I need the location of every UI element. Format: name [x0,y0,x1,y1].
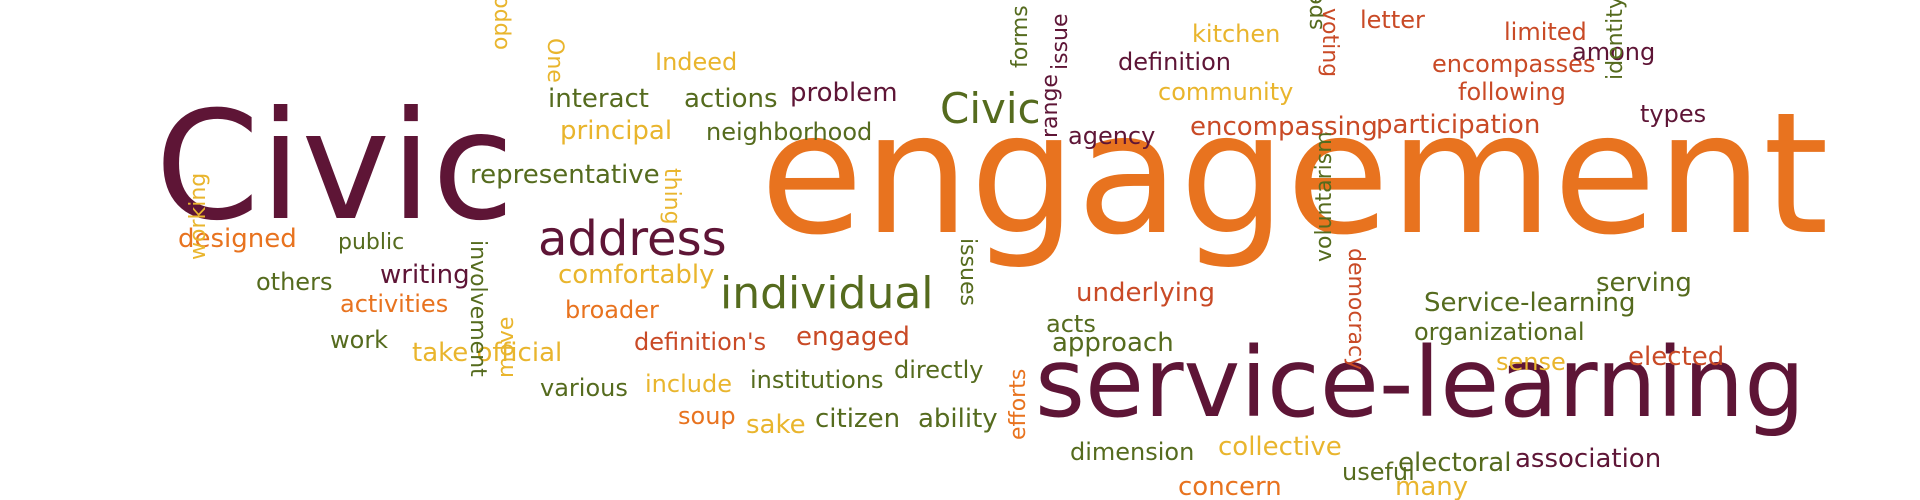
word-38: dimension [1070,438,1195,466]
word-32: move [494,316,519,378]
word-30: institutions [750,366,884,394]
word-27: engaged [796,322,910,352]
word-58: following [1458,78,1566,106]
word-23: involvement [465,240,490,377]
word-18: writing [380,260,470,290]
word-31: directly [894,356,984,384]
word-46: kitchen [1192,20,1281,48]
word-12: Indeed [655,48,738,76]
word-64: issues [955,238,980,306]
word-69: democracy [1343,248,1368,371]
word-50: range [1038,74,1063,138]
word-33: soup [678,402,736,430]
word-36: ability [918,404,998,434]
word-53: community [1158,78,1294,106]
word-70: serving [1596,268,1692,298]
word-1: engagement [760,76,1829,272]
word-16: public [338,230,405,255]
word-9: interact [548,84,650,114]
word-26: definition's [634,328,767,356]
word-21: take official [412,338,563,368]
word-60: types [1640,100,1707,128]
word-14: opportunity [488,0,513,50]
word-48: limited [1504,18,1587,46]
word-5: Civic [940,84,1041,133]
word-44: association [1515,444,1662,474]
word-10: actions [684,84,778,114]
word-6: representative [470,160,660,190]
word-71: Service-learning [1424,288,1636,318]
word-22: working [186,172,211,260]
word-24: comfortably [558,260,715,290]
word-25: broader [565,296,659,324]
word-4: individual [720,268,934,319]
word-74: elected [1628,342,1725,372]
word-19: activities [340,290,449,318]
word-73: sense [1496,348,1566,376]
word-3: address [538,211,727,267]
word-42: many [1395,472,1469,500]
word-43: electoral [1398,448,1512,478]
word-7: principal [560,116,673,146]
word-51: issue [1048,13,1073,70]
word-52: definition [1118,48,1231,76]
word-17: others [256,268,333,296]
word-65: underlying [1076,278,1215,308]
word-57: among [1572,38,1656,66]
word-0: Civic [155,80,515,254]
word-37: efforts [1006,368,1031,440]
word-56: encompasses [1432,50,1596,78]
word-35: citizen [815,404,901,434]
word-20: work [330,326,389,354]
word-8: neighborhood [706,118,873,146]
word-45: thing [659,168,684,225]
word-62: encompassing [1190,112,1378,142]
word-15: designed [178,224,297,254]
word-59: identity [1603,0,1628,80]
word-55: voting [1317,8,1342,78]
word-28: various [540,374,628,402]
word-66: acts [1046,310,1096,338]
word-68: voluntarism [1312,131,1337,262]
word-29: include [645,370,732,398]
word-13: One [542,38,567,83]
word-34: sake [746,410,806,440]
word-11: problem [790,78,898,108]
word-39: collective [1218,432,1342,462]
word-40: useful [1342,458,1415,486]
word-47: letter [1360,6,1425,34]
word-72: organizational [1414,318,1585,346]
word-49: forms [1008,5,1033,68]
word-61: agency [1068,122,1156,150]
word-67: approach [1052,328,1174,358]
word-41: concern [1178,472,1282,500]
word-63: participation [1376,110,1541,140]
word-2: service-learning [1035,327,1806,439]
